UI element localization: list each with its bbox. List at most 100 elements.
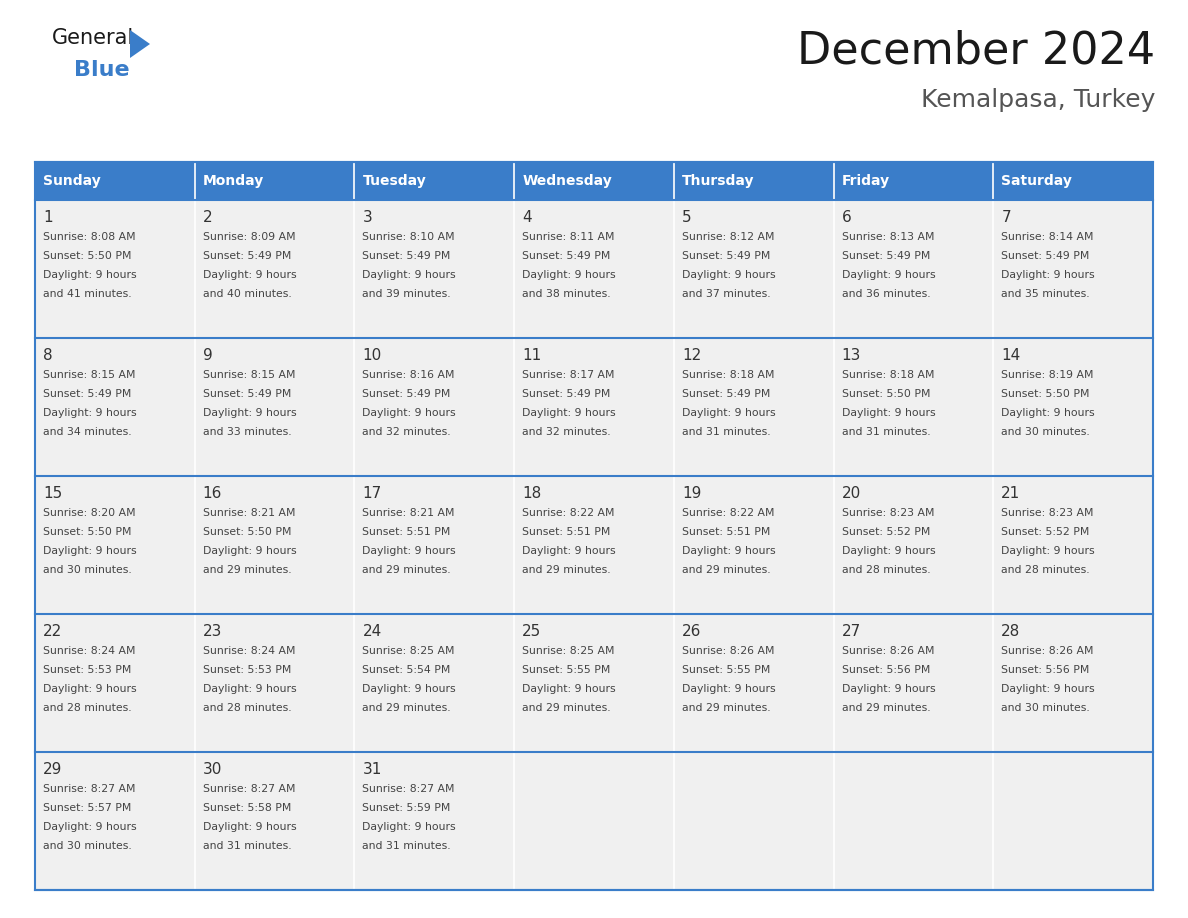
- Text: Sunrise: 8:24 AM: Sunrise: 8:24 AM: [203, 646, 295, 656]
- Text: Daylight: 9 hours: Daylight: 9 hours: [43, 546, 137, 556]
- Text: and 30 minutes.: and 30 minutes.: [43, 565, 132, 575]
- Text: 15: 15: [43, 486, 62, 501]
- Bar: [993, 614, 1154, 752]
- Text: Sunset: 5:57 PM: Sunset: 5:57 PM: [43, 803, 132, 813]
- Text: Sunset: 5:53 PM: Sunset: 5:53 PM: [203, 665, 291, 675]
- Text: Daylight: 9 hours: Daylight: 9 hours: [43, 684, 137, 694]
- Text: and 30 minutes.: and 30 minutes.: [1001, 703, 1091, 713]
- Text: Sunrise: 8:16 AM: Sunrise: 8:16 AM: [362, 370, 455, 380]
- Bar: [34, 162, 195, 200]
- Text: Sunset: 5:49 PM: Sunset: 5:49 PM: [203, 251, 291, 261]
- Text: Sunrise: 8:20 AM: Sunrise: 8:20 AM: [43, 508, 135, 518]
- Text: Sunset: 5:49 PM: Sunset: 5:49 PM: [841, 251, 930, 261]
- Bar: [993, 162, 1154, 200]
- Text: and 29 minutes.: and 29 minutes.: [682, 565, 771, 575]
- Text: and 31 minutes.: and 31 minutes.: [682, 427, 771, 437]
- Text: Daylight: 9 hours: Daylight: 9 hours: [362, 822, 456, 832]
- Text: and 29 minutes.: and 29 minutes.: [841, 703, 930, 713]
- Text: 22: 22: [43, 624, 62, 639]
- Bar: [34, 162, 1154, 890]
- Bar: [354, 338, 514, 476]
- Bar: [834, 752, 993, 890]
- Bar: [993, 200, 1154, 338]
- Text: Sunset: 5:49 PM: Sunset: 5:49 PM: [203, 389, 291, 399]
- Text: Daylight: 9 hours: Daylight: 9 hours: [362, 546, 456, 556]
- Text: and 30 minutes.: and 30 minutes.: [1001, 427, 1091, 437]
- Text: Sunrise: 8:21 AM: Sunrise: 8:21 AM: [203, 508, 295, 518]
- Text: and 28 minutes.: and 28 minutes.: [841, 565, 930, 575]
- Bar: [195, 338, 354, 476]
- Bar: [674, 200, 834, 338]
- Text: Daylight: 9 hours: Daylight: 9 hours: [203, 408, 296, 418]
- Text: Sunrise: 8:13 AM: Sunrise: 8:13 AM: [841, 232, 934, 242]
- Text: Daylight: 9 hours: Daylight: 9 hours: [1001, 546, 1095, 556]
- Text: Sunrise: 8:22 AM: Sunrise: 8:22 AM: [523, 508, 614, 518]
- Text: and 29 minutes.: and 29 minutes.: [362, 703, 451, 713]
- Text: Daylight: 9 hours: Daylight: 9 hours: [1001, 270, 1095, 280]
- Text: 19: 19: [682, 486, 701, 501]
- Text: and 32 minutes.: and 32 minutes.: [523, 427, 611, 437]
- Text: Daylight: 9 hours: Daylight: 9 hours: [43, 408, 137, 418]
- Text: Sunset: 5:50 PM: Sunset: 5:50 PM: [841, 389, 930, 399]
- Text: 6: 6: [841, 210, 852, 225]
- Text: and 29 minutes.: and 29 minutes.: [362, 565, 451, 575]
- Bar: [834, 200, 993, 338]
- Text: Thursday: Thursday: [682, 174, 754, 188]
- Text: Daylight: 9 hours: Daylight: 9 hours: [203, 270, 296, 280]
- Text: Daylight: 9 hours: Daylight: 9 hours: [682, 408, 776, 418]
- Bar: [674, 752, 834, 890]
- Text: Sunset: 5:49 PM: Sunset: 5:49 PM: [43, 389, 132, 399]
- Text: Sunrise: 8:17 AM: Sunrise: 8:17 AM: [523, 370, 614, 380]
- Text: Sunrise: 8:22 AM: Sunrise: 8:22 AM: [682, 508, 775, 518]
- Bar: [195, 476, 354, 614]
- Text: Sunrise: 8:14 AM: Sunrise: 8:14 AM: [1001, 232, 1094, 242]
- Bar: [514, 200, 674, 338]
- Bar: [34, 752, 195, 890]
- Bar: [674, 614, 834, 752]
- Bar: [354, 476, 514, 614]
- Bar: [993, 338, 1154, 476]
- Text: Sunset: 5:51 PM: Sunset: 5:51 PM: [362, 527, 450, 537]
- Text: and 32 minutes.: and 32 minutes.: [362, 427, 451, 437]
- Text: Sunset: 5:52 PM: Sunset: 5:52 PM: [841, 527, 930, 537]
- Bar: [195, 614, 354, 752]
- Text: Kemalpasa, Turkey: Kemalpasa, Turkey: [921, 88, 1155, 112]
- Text: 20: 20: [841, 486, 861, 501]
- Text: Daylight: 9 hours: Daylight: 9 hours: [841, 684, 935, 694]
- Bar: [514, 338, 674, 476]
- Text: Daylight: 9 hours: Daylight: 9 hours: [362, 270, 456, 280]
- Text: Sunrise: 8:25 AM: Sunrise: 8:25 AM: [523, 646, 614, 656]
- Text: 12: 12: [682, 348, 701, 363]
- Text: and 41 minutes.: and 41 minutes.: [43, 289, 132, 299]
- Text: Sunrise: 8:15 AM: Sunrise: 8:15 AM: [203, 370, 295, 380]
- Text: Sunrise: 8:12 AM: Sunrise: 8:12 AM: [682, 232, 775, 242]
- Text: Sunrise: 8:19 AM: Sunrise: 8:19 AM: [1001, 370, 1094, 380]
- Polygon shape: [129, 30, 150, 58]
- Text: Daylight: 9 hours: Daylight: 9 hours: [523, 684, 615, 694]
- Bar: [354, 162, 514, 200]
- Text: Sunset: 5:51 PM: Sunset: 5:51 PM: [523, 527, 611, 537]
- Text: Sunrise: 8:23 AM: Sunrise: 8:23 AM: [841, 508, 934, 518]
- Text: Daylight: 9 hours: Daylight: 9 hours: [1001, 408, 1095, 418]
- Text: 21: 21: [1001, 486, 1020, 501]
- Text: Sunrise: 8:21 AM: Sunrise: 8:21 AM: [362, 508, 455, 518]
- Text: General: General: [52, 28, 134, 48]
- Text: and 40 minutes.: and 40 minutes.: [203, 289, 291, 299]
- Text: Sunset: 5:56 PM: Sunset: 5:56 PM: [841, 665, 930, 675]
- Text: Sunrise: 8:10 AM: Sunrise: 8:10 AM: [362, 232, 455, 242]
- Text: 9: 9: [203, 348, 213, 363]
- Text: Sunset: 5:56 PM: Sunset: 5:56 PM: [1001, 665, 1089, 675]
- Text: Sunrise: 8:25 AM: Sunrise: 8:25 AM: [362, 646, 455, 656]
- Text: Daylight: 9 hours: Daylight: 9 hours: [43, 270, 137, 280]
- Bar: [354, 614, 514, 752]
- Text: Sunrise: 8:24 AM: Sunrise: 8:24 AM: [43, 646, 135, 656]
- Text: Saturday: Saturday: [1001, 174, 1072, 188]
- Text: Daylight: 9 hours: Daylight: 9 hours: [682, 684, 776, 694]
- Bar: [195, 752, 354, 890]
- Text: Sunset: 5:54 PM: Sunset: 5:54 PM: [362, 665, 450, 675]
- Text: 23: 23: [203, 624, 222, 639]
- Text: Sunset: 5:49 PM: Sunset: 5:49 PM: [523, 389, 611, 399]
- Text: and 30 minutes.: and 30 minutes.: [43, 841, 132, 851]
- Text: Daylight: 9 hours: Daylight: 9 hours: [841, 408, 935, 418]
- Bar: [674, 162, 834, 200]
